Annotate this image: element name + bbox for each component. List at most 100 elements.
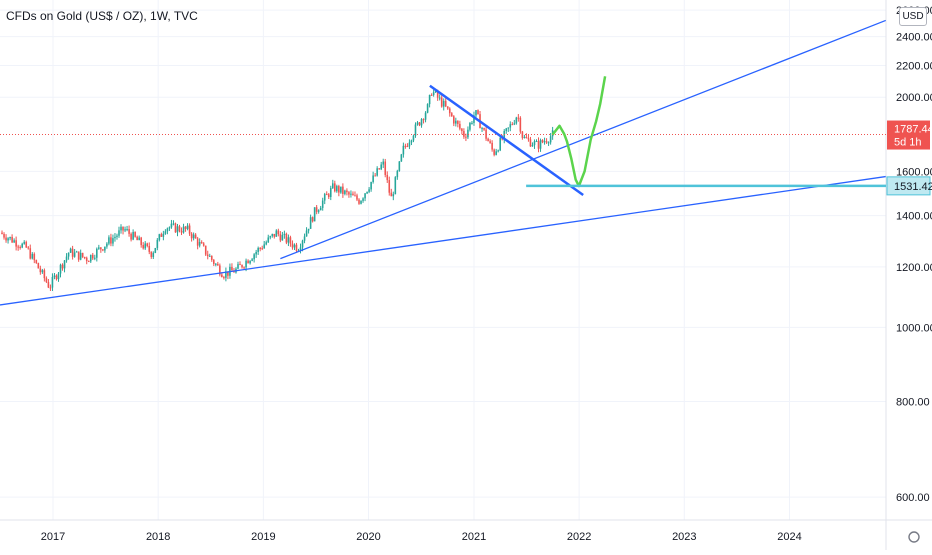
candle-body <box>275 230 278 237</box>
candle-body <box>63 260 66 269</box>
candle-body <box>374 175 376 177</box>
candle-body <box>426 104 429 113</box>
candle-body <box>338 186 340 193</box>
candle-body <box>215 263 217 265</box>
trendline[interactable] <box>280 19 886 260</box>
candle-body <box>25 241 28 248</box>
candle-body <box>118 230 120 236</box>
candle-body <box>287 237 290 243</box>
candle-body <box>57 273 60 280</box>
candle-body <box>396 170 399 178</box>
candle-body <box>21 243 23 248</box>
candle-body <box>549 136 552 143</box>
candle-body <box>166 228 169 232</box>
candle-body <box>529 139 532 147</box>
trendline[interactable] <box>0 175 886 306</box>
price-tick-label: 1400.00 <box>896 211 932 223</box>
candle-body <box>505 128 508 131</box>
currency-badge[interactable]: USD <box>899 7 927 26</box>
candle-body <box>450 113 453 117</box>
candle-body <box>178 226 181 232</box>
candle-body <box>196 238 199 246</box>
candle-body <box>120 226 122 231</box>
candle-body <box>525 136 528 139</box>
candle-body <box>416 122 419 125</box>
candle-body <box>352 193 354 196</box>
candle-body <box>311 217 314 222</box>
candle-body <box>380 164 382 170</box>
candle-body <box>227 271 229 276</box>
candle-body <box>473 115 475 123</box>
candle-body <box>108 237 110 244</box>
candle-body <box>251 259 253 261</box>
candle-body <box>515 117 518 124</box>
candle-body <box>543 141 546 143</box>
candle-body <box>23 241 26 244</box>
last-price-value: 1787.44 <box>894 124 932 136</box>
candle-body <box>210 255 213 260</box>
candle-body <box>122 226 124 231</box>
candle-body <box>356 195 358 200</box>
candle-body <box>295 244 298 252</box>
candle-body <box>164 231 167 234</box>
candle-body <box>100 247 102 250</box>
candle-body <box>541 140 544 143</box>
candle-body <box>438 97 441 99</box>
candle-body <box>198 242 201 246</box>
candle-body <box>239 264 241 266</box>
candle-body <box>206 254 209 257</box>
candle-body <box>176 226 179 233</box>
candle-body <box>53 275 56 277</box>
candle-body <box>162 233 165 237</box>
time-tick-label: 2021 <box>462 531 486 543</box>
candle-body <box>73 252 76 257</box>
candle-body <box>112 238 114 244</box>
candle-body <box>43 270 46 279</box>
candle-body <box>180 231 183 233</box>
candle-body <box>269 236 272 238</box>
projection-path[interactable] <box>551 76 607 188</box>
candle-body <box>513 123 516 125</box>
candle-body <box>448 108 451 114</box>
price-tick-label: 2200.00 <box>896 61 932 73</box>
candle-body <box>303 236 306 241</box>
candle-body <box>475 110 477 116</box>
candle-body <box>231 266 233 271</box>
candle-body <box>29 248 32 259</box>
candle-body <box>325 194 328 196</box>
candle-body <box>148 245 151 252</box>
candle-body <box>261 248 263 250</box>
candle-body <box>130 233 132 240</box>
price-tick-label: 600.00 <box>896 492 930 504</box>
settings-icon[interactable] <box>908 531 920 543</box>
candle-body <box>539 140 542 149</box>
candle-body <box>495 151 497 155</box>
candle-body <box>61 264 64 269</box>
candle-body <box>59 264 62 274</box>
last-price-countdown: 5d 1h <box>894 137 922 149</box>
candle-body <box>49 287 52 289</box>
candle-body <box>499 137 501 151</box>
candle-body <box>428 94 431 105</box>
trendline[interactable] <box>429 84 584 196</box>
candle-body <box>41 270 44 273</box>
candle-body <box>245 260 247 268</box>
candle-body <box>293 244 296 248</box>
candle-body <box>354 195 356 197</box>
candle-body <box>184 226 187 229</box>
candle-body <box>408 142 411 147</box>
candle-body <box>221 274 223 278</box>
price-tick-label: 1200.00 <box>896 262 932 274</box>
candle-body <box>124 229 126 231</box>
candle-body <box>55 275 58 280</box>
candle-body <box>340 186 342 193</box>
candle-body <box>457 120 459 124</box>
candle-body <box>35 260 38 264</box>
candle-body <box>267 237 270 243</box>
candle-body <box>350 193 352 195</box>
candle-body <box>237 264 239 269</box>
candle-body <box>384 161 387 175</box>
candle-body <box>434 91 437 93</box>
